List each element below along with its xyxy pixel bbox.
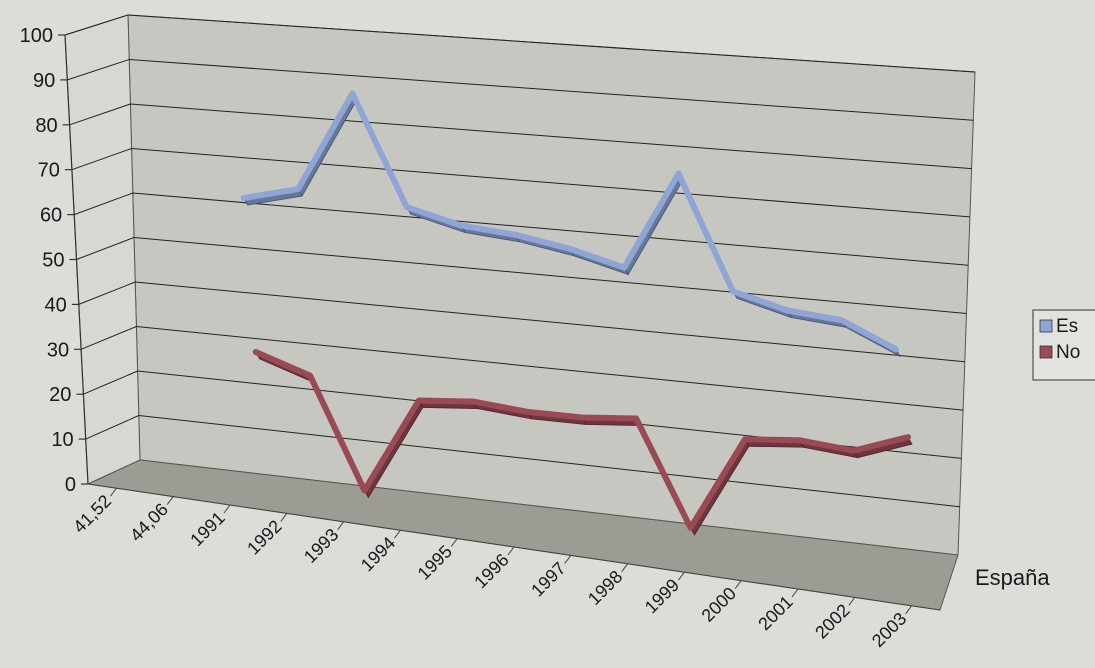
y-tick-label: 50 xyxy=(42,250,64,272)
x-tick-mark xyxy=(565,555,571,563)
legend-swatch xyxy=(1040,346,1052,358)
x-tick-label: 44,06 xyxy=(126,499,172,545)
y-tick-label: 30 xyxy=(47,339,69,361)
x-tick-mark xyxy=(281,513,287,521)
y-tick-label: 0 xyxy=(65,474,76,496)
x-tick-label: 41,52 xyxy=(69,491,115,537)
x-tick-label: 2000 xyxy=(698,583,740,625)
x-tick-mark xyxy=(451,539,457,547)
x-tick-label: 1991 xyxy=(186,508,228,550)
x-tick-label: 1996 xyxy=(470,550,512,592)
x-tick-label: 1992 xyxy=(243,516,285,558)
y-tick-label: 100 xyxy=(20,25,53,47)
y-tick-label: 10 xyxy=(51,429,73,451)
y-tick-label: 60 xyxy=(40,205,62,227)
x-tick-label: 1998 xyxy=(584,566,626,608)
x-tick-mark xyxy=(678,572,684,580)
x-tick-mark xyxy=(110,488,116,496)
y-tick-label: 80 xyxy=(35,115,57,137)
x-tick-mark xyxy=(508,547,514,555)
x-tick-label: 1997 xyxy=(527,558,569,600)
x-tick-mark xyxy=(338,522,344,530)
x-tick-mark xyxy=(622,564,628,572)
x-tick-mark xyxy=(167,497,173,505)
x-tick-label: 2003 xyxy=(868,608,910,650)
x-tick-mark xyxy=(906,606,912,614)
x-tick-label: 1993 xyxy=(300,524,342,566)
x-tick-mark xyxy=(735,581,741,589)
x-tick-label: 1994 xyxy=(357,533,399,575)
y-tick-label: 90 xyxy=(33,70,55,92)
y-tick-label: 40 xyxy=(45,294,67,316)
x-tick-mark xyxy=(849,597,855,605)
x-tick-label: 2001 xyxy=(754,592,796,634)
legend: Es No xyxy=(1033,310,1095,380)
x-tick-mark xyxy=(394,530,400,538)
legend-label: Es xyxy=(1056,316,1078,337)
depth-axis-label: España xyxy=(975,565,1050,590)
x-tick-mark xyxy=(224,505,230,513)
x-tick-mark xyxy=(792,589,798,597)
x-tick-label: 2002 xyxy=(811,600,853,642)
y-tick-label: 70 xyxy=(38,160,60,182)
y-tick-label: 20 xyxy=(49,384,71,406)
x-tick-label: 1999 xyxy=(641,575,683,617)
x-tick-label: 1995 xyxy=(414,541,456,583)
legend-label: No xyxy=(1056,342,1080,363)
legend-swatch xyxy=(1040,320,1052,332)
